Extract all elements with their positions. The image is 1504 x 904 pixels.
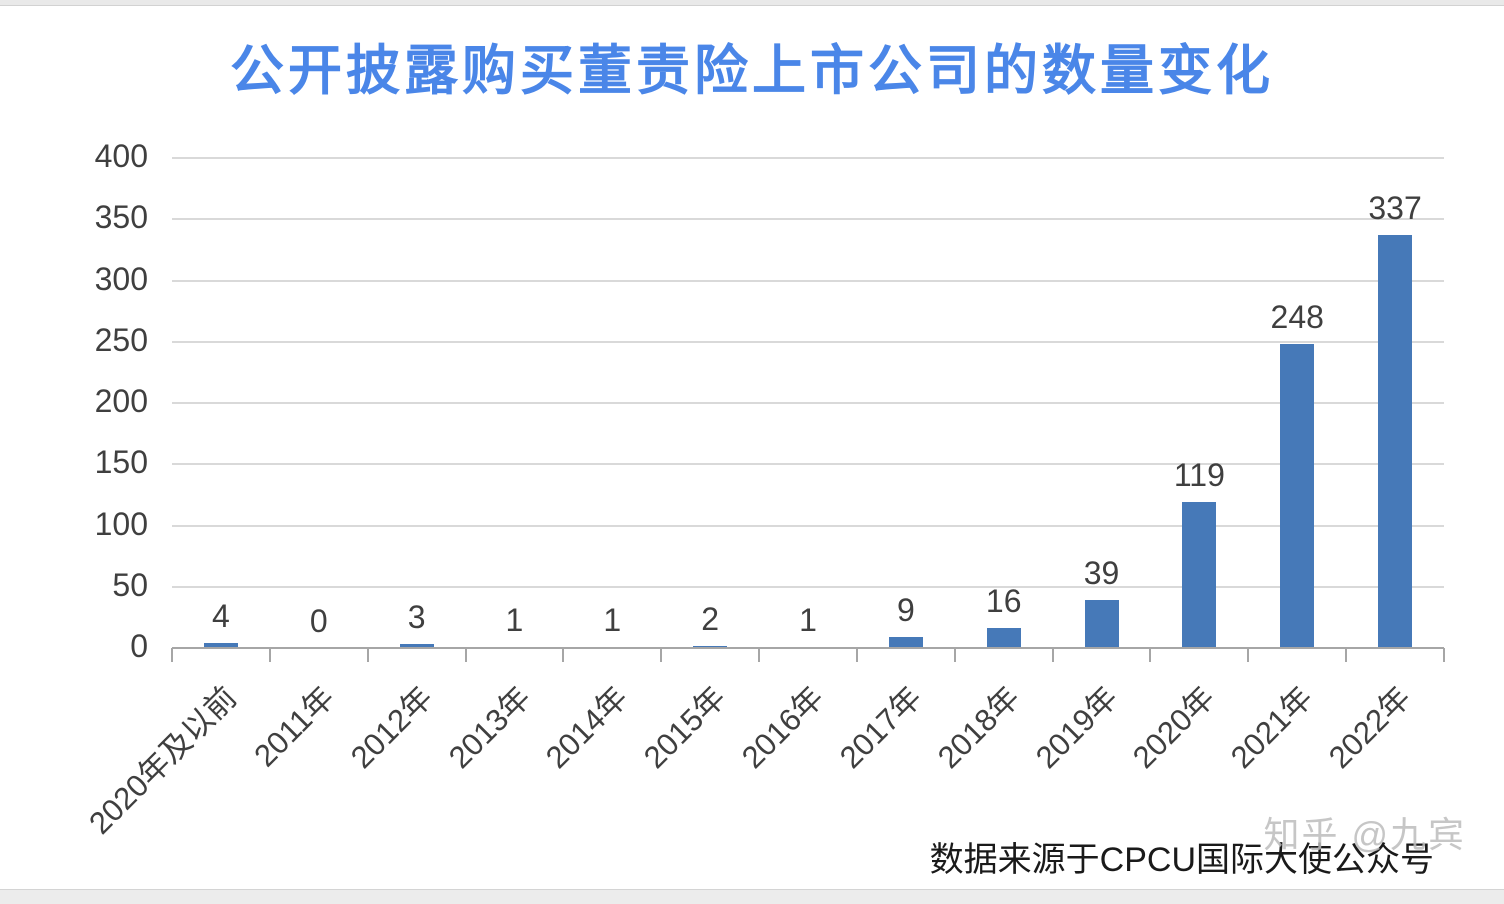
x-axis-label: 2014年 xyxy=(539,679,635,776)
bar-value-label: 248 xyxy=(1270,299,1324,336)
bar-2012年 xyxy=(399,644,434,648)
y-axis-label: 0 xyxy=(130,628,148,664)
x-axis-tick xyxy=(171,648,173,662)
gridline xyxy=(172,524,1444,527)
bar-value-label: 337 xyxy=(1368,190,1422,227)
x-axis-line xyxy=(172,647,1444,649)
gridline xyxy=(172,157,1444,159)
y-axis-label: 200 xyxy=(94,383,148,419)
x-axis-label: 2021年 xyxy=(1224,679,1320,776)
bar-value-label: 16 xyxy=(985,583,1022,620)
bar-value-label: 39 xyxy=(1083,555,1120,592)
bar-value-label: 2 xyxy=(701,600,720,637)
x-axis-label: 2017年 xyxy=(832,679,929,776)
x-axis-label: 2022年 xyxy=(1322,679,1418,776)
x-axis-label: 2013年 xyxy=(441,679,537,776)
x-axis-tick xyxy=(1247,648,1249,662)
chart-title: 公开披露购买董责险上市公司的数量变化 xyxy=(230,41,1274,101)
gridline xyxy=(172,402,1444,404)
x-axis-tick xyxy=(954,648,956,662)
x-axis-label: 2015年 xyxy=(637,679,733,776)
bar-value-label: 3 xyxy=(407,599,426,636)
x-axis-label: 2020年 xyxy=(1126,679,1222,776)
bar-value-label: 119 xyxy=(1173,457,1225,494)
x-axis-tick xyxy=(562,648,564,662)
x-axis-tick xyxy=(465,648,467,662)
x-axis-tick xyxy=(1345,648,1347,662)
x-axis-label: 2012年 xyxy=(343,679,440,776)
bar-2015年 xyxy=(693,645,728,648)
bar-value-label: 4 xyxy=(212,598,230,635)
y-axis-label: 350 xyxy=(94,199,148,236)
bar-value-label: 1 xyxy=(505,601,524,638)
bar-2020年 xyxy=(1182,502,1217,648)
x-axis-label: 2016年 xyxy=(734,679,831,776)
y-axis-label: 100 xyxy=(94,505,148,542)
x-axis-tick xyxy=(1149,648,1151,662)
bar-2021年 xyxy=(1280,344,1315,648)
gridline xyxy=(172,218,1444,221)
x-axis-tick xyxy=(660,648,662,662)
x-axis-label: 2019年 xyxy=(1028,679,1124,776)
x-axis-tick xyxy=(1052,648,1054,662)
x-axis-tick xyxy=(758,648,760,662)
x-axis-label: 2018年 xyxy=(930,679,1027,776)
gridline xyxy=(172,340,1444,343)
y-axis-label: 50 xyxy=(112,566,148,603)
y-axis-label: 150 xyxy=(94,444,148,481)
bar-value-label: 9 xyxy=(896,591,915,628)
bar-2020年及以前 xyxy=(203,643,238,648)
bar-2019年 xyxy=(1084,600,1119,648)
bar-value-label: 1 xyxy=(603,601,622,638)
y-axis-label: 300 xyxy=(94,260,148,297)
top-border xyxy=(0,0,1504,6)
x-axis-tick xyxy=(1443,648,1445,662)
bar-2018年 xyxy=(986,628,1021,648)
gridline xyxy=(172,279,1444,282)
bar-value-label: 0 xyxy=(309,603,328,639)
x-axis-label: 2011年 xyxy=(247,679,342,774)
x-axis-tick xyxy=(856,648,858,662)
y-axis-label: 400 xyxy=(94,138,148,174)
x-axis-tick xyxy=(269,648,271,662)
bottom-border xyxy=(0,889,1504,904)
bar-value-label: 1 xyxy=(799,601,817,638)
x-axis-label: 2020年及以前 xyxy=(82,679,244,841)
bar-2022年 xyxy=(1378,235,1413,648)
x-axis-tick xyxy=(367,648,369,662)
zhihu-watermark: 知乎 @九宾 xyxy=(1263,814,1466,855)
y-axis-label: 250 xyxy=(94,321,148,358)
plot-area: 4 2020年及以前 0 2011年 3 2012年 1 2013年 1 2014年 2 2015年 1… xyxy=(82,157,1445,841)
gridline xyxy=(172,463,1444,466)
data-source-caption: 数据来源于CPCU国际大使公众号 xyxy=(929,841,1434,879)
bar-2017年 xyxy=(888,636,923,648)
gridline xyxy=(172,585,1444,588)
